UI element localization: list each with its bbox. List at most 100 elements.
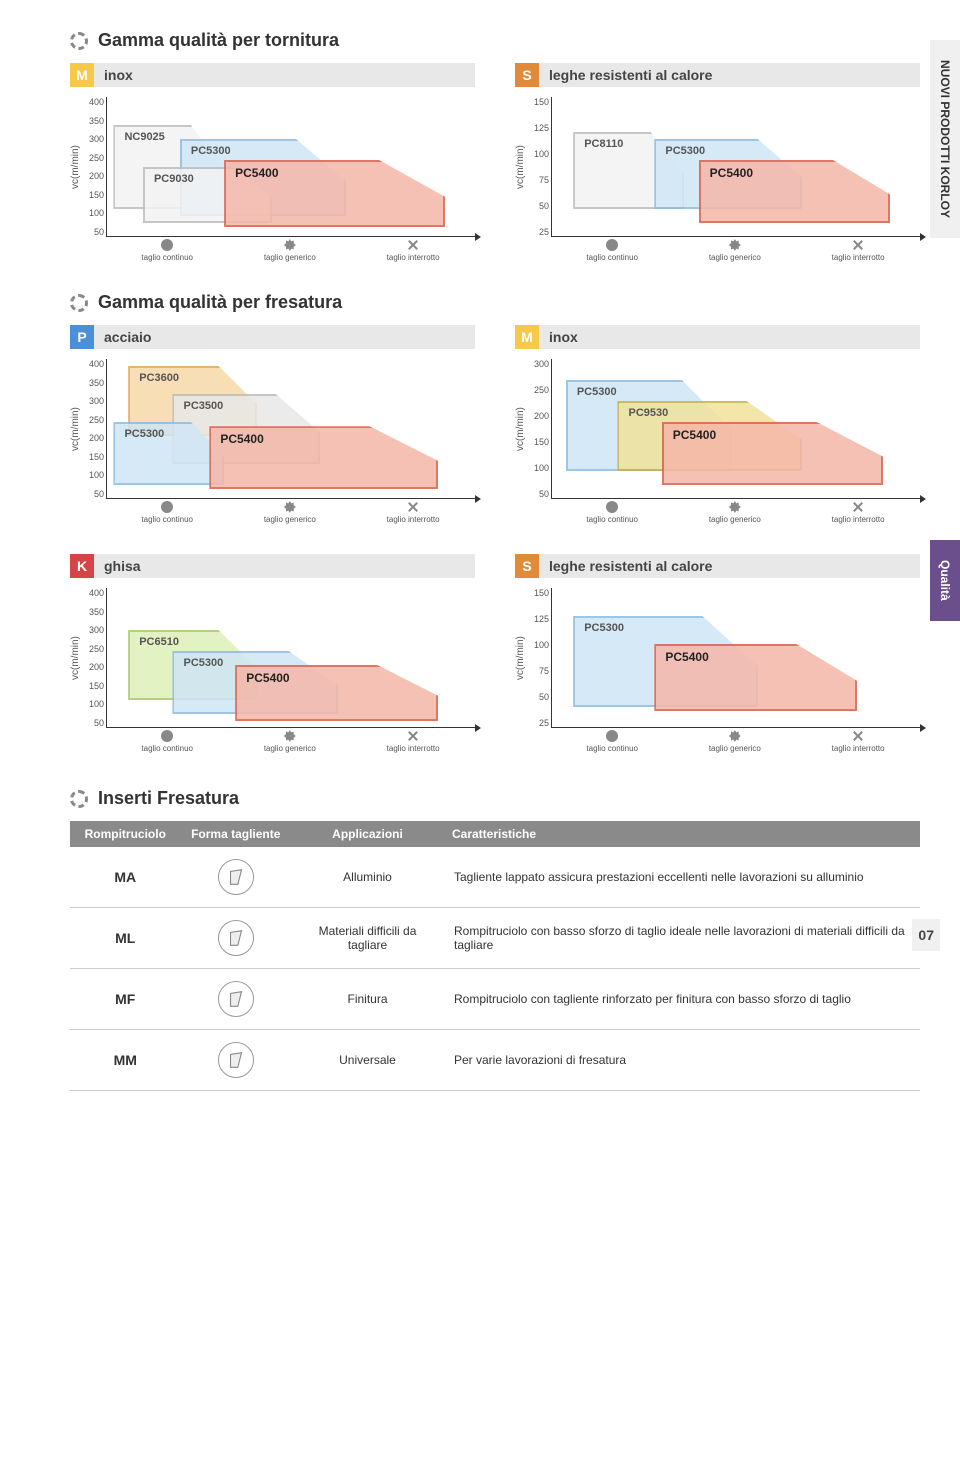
- x-legend-label: taglio continuo: [586, 253, 638, 262]
- table-row: MFFinituraRompitruciolo con tagliente ri…: [70, 969, 920, 1030]
- chart-header-label: ghisa: [94, 554, 475, 578]
- x-legend-item: taglio interrotto: [832, 239, 885, 267]
- circle-icon: [606, 239, 618, 251]
- chart-fresatura-k: Kghisavc(m/min)40035030025020015010050PC…: [70, 554, 475, 758]
- th-applicazioni: Applicazioni: [291, 821, 444, 847]
- insert-shape-icon: [218, 981, 254, 1017]
- cell-application: Materiali difficili da tagliare: [291, 908, 444, 969]
- x-legend-item: taglio generico: [709, 730, 761, 758]
- badge-m: M: [515, 325, 539, 349]
- y-ticks: 40035030025020015010050: [84, 588, 104, 728]
- region-label: PC8110: [584, 138, 623, 150]
- cell-code: MA: [70, 847, 181, 908]
- x-legend-item: taglio continuo: [586, 730, 638, 758]
- x-legend-item: taglio continuo: [141, 730, 193, 758]
- x-legend-item: taglio generico: [709, 501, 761, 529]
- cell-application: Universale: [291, 1030, 444, 1091]
- plot-area: PC3600PC3500PC5300PC5400: [106, 359, 475, 499]
- x-legend-item: taglio continuo: [586, 501, 638, 529]
- table-row: MM UniversalePer varie lavorazioni di fre…: [70, 1030, 920, 1091]
- circle-icon: [161, 730, 173, 742]
- x-legend: taglio continuotaglio genericotaglio int…: [106, 501, 475, 529]
- y-ticks: 40035030025020015010050: [84, 359, 104, 499]
- gear-icon: [729, 730, 741, 742]
- chart-header-label: acciaio: [94, 325, 475, 349]
- insert-shape-icon: [218, 920, 254, 956]
- region-label: PC3600: [139, 372, 179, 384]
- x-legend: taglio continuo taglio generico taglio int…: [106, 730, 475, 758]
- region-label: PC5400: [665, 650, 708, 664]
- section-title-inserti: Inserti Fresatura: [70, 788, 920, 809]
- inserti-table: Rompitruciolo Forma tagliente Applicazio…: [70, 821, 920, 1091]
- circle-icon: [606, 730, 618, 742]
- x-legend-item: taglio generico: [264, 730, 316, 758]
- plot-area: PC5300PC9530PC5400: [551, 359, 920, 499]
- x-legend-label: taglio generico: [264, 253, 316, 262]
- cross-icon: [852, 730, 864, 742]
- x-legend-label: taglio continuo: [586, 515, 638, 524]
- plot-area: PC5300PC5400: [551, 588, 920, 728]
- x-legend-label: taglio generico: [709, 253, 761, 262]
- region-label: PC5300: [191, 145, 231, 157]
- chart-fresatura-s: Sleghe resistenti al calorevc(m/min)1501…: [515, 554, 920, 758]
- gear-icon: [284, 501, 296, 513]
- gear-icon: [284, 730, 296, 742]
- gear-icon: [729, 239, 741, 251]
- region-label: PC5300: [124, 428, 164, 440]
- chart-header-label: leghe resistenti al calore: [539, 554, 920, 578]
- x-legend-item: taglio interrotto: [387, 730, 440, 758]
- badge-s: S: [515, 63, 539, 87]
- gear-icon: [729, 501, 741, 513]
- x-legend-label: taglio generico: [709, 515, 761, 524]
- region-label: PC9530: [628, 407, 668, 419]
- cell-shape: [181, 847, 292, 908]
- badge-m: M: [70, 63, 94, 87]
- chart-fresatura-m: Minoxvc(m/min)30025020015010050PC5300PC9…: [515, 325, 920, 529]
- cell-description: Rompitruciolo con basso sforzo di taglio…: [444, 908, 920, 969]
- region-label: PC6510: [139, 636, 179, 648]
- x-legend: taglio continuo taglio generico taglio int…: [551, 239, 920, 267]
- x-legend-label: taglio interrotto: [387, 253, 440, 262]
- y-ticks: 150125100755025: [529, 97, 549, 237]
- region-label: PC5400: [235, 166, 278, 180]
- cell-code: MF: [70, 969, 181, 1030]
- cell-shape: [181, 969, 292, 1030]
- y-ticks: 30025020015010050: [529, 359, 549, 499]
- cell-description: Per varie lavorazioni di fresatura: [444, 1030, 920, 1091]
- table-row: ML Materiali difficili da tagliareRompitr…: [70, 908, 920, 969]
- cell-code: MM: [70, 1030, 181, 1091]
- x-legend-item: taglio continuo: [141, 239, 193, 267]
- insert-shape-icon: [218, 859, 254, 895]
- x-legend: taglio continuotaglio genericotaglio int…: [551, 730, 920, 758]
- x-legend-item: taglio generico: [709, 239, 761, 267]
- cell-description: Rompitruciolo con tagliente rinforzato p…: [444, 969, 920, 1030]
- cross-icon: [407, 501, 419, 513]
- region-label: PC5300: [183, 657, 223, 669]
- x-legend: taglio continuo taglio generico taglio int…: [106, 239, 475, 267]
- section-title-text: Inserti Fresatura: [98, 788, 239, 809]
- chart-header-label: leghe resistenti al calore: [539, 63, 920, 87]
- x-legend-item: taglio generico: [264, 501, 316, 529]
- x-legend-item: taglio continuo: [586, 239, 638, 267]
- cross-icon: [852, 239, 864, 251]
- page-number: 07: [912, 919, 940, 951]
- plot-area: NC9025PC5300PC9030PC5400: [106, 97, 475, 237]
- chart-tornitura-m: Minoxvc(m/min)40035030025020015010050NC9…: [70, 63, 475, 267]
- region-label: PC9030: [154, 173, 194, 185]
- th-caratteristiche: Caratteristiche: [444, 821, 920, 847]
- cell-shape: [181, 1030, 292, 1091]
- cell-code: ML: [70, 908, 181, 969]
- cross-icon: [852, 501, 864, 513]
- x-legend-item: taglio interrotto: [387, 501, 440, 529]
- side-tab-quality: Qualità: [930, 540, 960, 621]
- badge-s: S: [515, 554, 539, 578]
- insert-shape-icon: [218, 1042, 254, 1078]
- y-axis-label: vc(m/min): [515, 97, 526, 237]
- badge-p: P: [70, 325, 94, 349]
- x-legend-item: taglio generico: [264, 239, 316, 267]
- cross-icon: [407, 730, 419, 742]
- y-axis-label: vc(m/min): [70, 359, 81, 499]
- y-axis-label: vc(m/min): [70, 97, 81, 237]
- x-legend-label: taglio interrotto: [832, 253, 885, 262]
- chart-fresatura-p: Pacciaio vc(m/min)40035030025020015010050…: [70, 325, 475, 529]
